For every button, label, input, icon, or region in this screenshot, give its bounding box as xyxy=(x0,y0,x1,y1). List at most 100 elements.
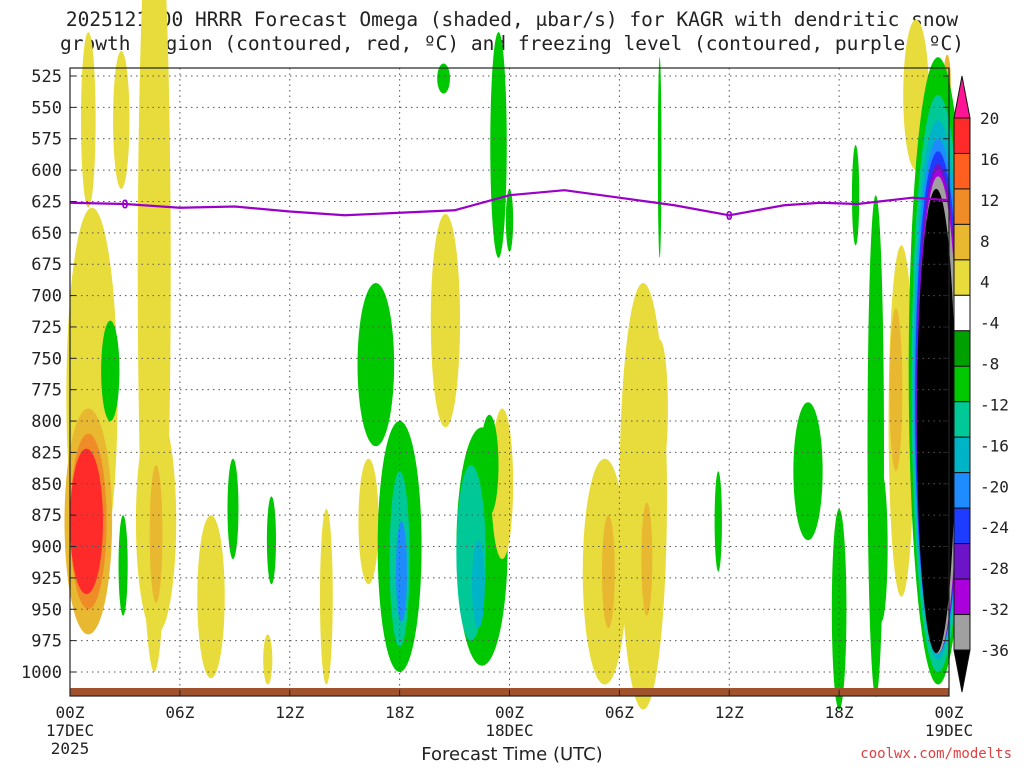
colorbar-label: 20 xyxy=(980,109,999,128)
omega-region-35 xyxy=(657,57,662,258)
y-tick-label: 625 xyxy=(31,192,62,212)
x-tick-label: 06Z xyxy=(605,703,634,722)
y-tick-label: 975 xyxy=(31,632,62,652)
omega-region-28 xyxy=(437,63,450,94)
omega-region-40 xyxy=(867,195,884,698)
omega-region-20 xyxy=(395,521,407,622)
colorbar-label: -8 xyxy=(980,355,999,374)
omega-region-34 xyxy=(651,339,668,478)
x-tick-label: 12Z xyxy=(275,703,304,722)
x-tick-label: 06Z xyxy=(165,703,194,722)
x-tick-date: 17DEC xyxy=(46,721,94,740)
colorbar: 20 16 12 8 4 -4 -8 -12 -16 -20 -24 -28 -32 -36 xyxy=(953,75,1009,693)
y-tick-label: 900 xyxy=(31,538,62,558)
colorbar-swatch xyxy=(953,188,971,225)
omega-region-31 xyxy=(601,515,615,629)
colorbar-label: -4 xyxy=(980,314,999,333)
colorbar-label: -36 xyxy=(980,641,1009,660)
omega-region-10 xyxy=(149,464,163,603)
omega-region-37 xyxy=(793,402,823,541)
omega-region-6 xyxy=(101,320,120,422)
colorbar-swatch xyxy=(953,259,971,296)
omega-region-17 xyxy=(358,458,379,585)
colorbar-swatch xyxy=(953,365,971,403)
colorbar-swatch xyxy=(953,472,971,509)
colorbar-swatch xyxy=(953,614,971,651)
omega-region-16 xyxy=(357,283,395,447)
chart-title-line1: 2025121700 HRRR Forecast Omega (shaded, … xyxy=(65,8,959,31)
omega-shading xyxy=(64,0,968,710)
colorbar-swatch xyxy=(953,223,971,261)
y-tick-label: 775 xyxy=(31,381,62,401)
colorbar-swatch xyxy=(953,152,971,190)
y-tick-label: 650 xyxy=(31,224,62,244)
x-tick-label: 12Z xyxy=(715,703,744,722)
omega-region-39 xyxy=(851,145,860,246)
omega-region-21 xyxy=(430,214,461,428)
omega-region-7 xyxy=(118,515,128,616)
y-tick-label: 875 xyxy=(31,506,62,526)
x-tick-date: 19DEC xyxy=(925,721,973,740)
y-tick-label: 750 xyxy=(31,349,62,369)
omega-region-4 xyxy=(80,32,96,208)
omega-region-5 xyxy=(113,50,130,189)
credit-link[interactable]: coolwx.com/modelts xyxy=(860,746,1012,762)
colorbar-label: 12 xyxy=(980,191,999,210)
omega-region-36 xyxy=(714,471,722,572)
colorbar-swatch xyxy=(953,117,971,154)
omega-region-41 xyxy=(874,471,888,622)
y-tick-label: 550 xyxy=(31,98,62,118)
colorbar-label: 4 xyxy=(980,273,990,292)
omega-region-3 xyxy=(70,448,103,595)
omega-region-54 xyxy=(916,188,956,654)
colorbar-swatch xyxy=(953,507,971,545)
y-tick-label: 675 xyxy=(31,255,62,275)
x-tick-label: 00Z xyxy=(56,703,85,722)
omega-region-14 xyxy=(263,634,273,685)
omega-region-15 xyxy=(319,508,333,685)
colorbar-top-arrow xyxy=(953,75,971,119)
colorbar-swatch xyxy=(953,578,971,616)
y-tick-label: 700 xyxy=(31,287,62,307)
y-tick-label: 1000 xyxy=(21,663,62,683)
y-tick-label: 925 xyxy=(31,569,62,589)
freezing-level-contour: 00 xyxy=(69,189,950,223)
colorbar-label: -12 xyxy=(980,395,1009,414)
axis-labels: 525 550 575 600 625 650 675 700 725 750 775 800 825 8… xyxy=(21,67,973,758)
y-tick-label: 725 xyxy=(31,318,62,338)
chart-title-line2: growth region (contoured, red, ºC) and f… xyxy=(60,32,964,55)
colorbar-label: -20 xyxy=(980,477,1009,496)
y-tick-label: 825 xyxy=(31,443,62,463)
omega-region-13 xyxy=(266,496,277,585)
colorbar-swatch xyxy=(953,294,971,332)
colorbar-swatch xyxy=(953,543,971,580)
y-tick-label: 525 xyxy=(31,67,62,87)
omega-region-29 xyxy=(505,188,514,252)
omega-region-27 xyxy=(490,32,507,258)
omega-region-24 xyxy=(471,540,485,629)
omega-region-33 xyxy=(641,502,653,616)
x-tick-date: 18DEC xyxy=(485,721,533,740)
colorbar-swatch xyxy=(953,436,971,474)
x-tick-label: 18Z xyxy=(385,703,414,722)
colorbar-label: -28 xyxy=(980,559,1009,578)
colorbar-label: 8 xyxy=(980,232,990,251)
freezing-level-label: 0 xyxy=(726,209,733,223)
x-tick-label: 00Z xyxy=(935,703,964,722)
x-tick-year: 2025 xyxy=(51,739,90,758)
x-tick-label: 18Z xyxy=(825,703,854,722)
y-tick-label: 850 xyxy=(31,475,62,495)
freezing-level-label: 0 xyxy=(121,197,128,211)
freezing-level-line xyxy=(69,189,950,217)
omega-region-11 xyxy=(197,515,225,679)
grid-lines xyxy=(70,68,949,696)
colorbar-swatch xyxy=(953,330,971,367)
colorbar-bottom-arrow xyxy=(953,649,971,693)
omega-region-38 xyxy=(831,508,847,710)
x-axis-title: Forecast Time (UTC) xyxy=(421,744,603,765)
colorbar-label: -16 xyxy=(980,436,1009,455)
omega-region-26 xyxy=(480,414,499,516)
y-tick-label: 950 xyxy=(31,600,62,620)
colorbar-label: -32 xyxy=(980,600,1009,619)
